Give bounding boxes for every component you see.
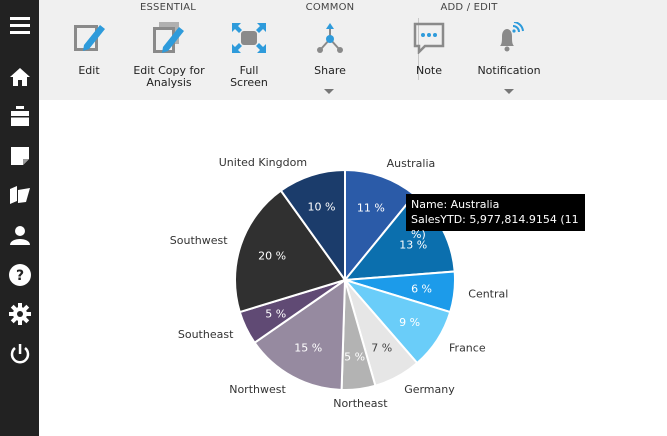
full-screen-label: Full Screen	[230, 64, 268, 89]
pie-percent-label-southeast: 5 %	[265, 308, 286, 321]
help-icon[interactable]: ?	[0, 258, 39, 292]
user-icon[interactable]	[0, 218, 39, 252]
pie-percent-label-germany: 7 %	[371, 342, 392, 355]
power-icon[interactable]	[0, 337, 39, 371]
edit-copy-icon	[149, 18, 189, 58]
tooltip-value: SalesYTD: 5,977,814.9154 (11 %)	[411, 213, 579, 241]
group-label-add-edit: ADD / EDIT	[440, 2, 498, 13]
folders-icon[interactable]	[0, 178, 39, 212]
pie-slice-northwest[interactable]	[253, 278, 347, 391]
edit-label: Edit	[78, 64, 100, 77]
sidebar: ?	[0, 0, 39, 436]
menu-icon[interactable]	[0, 8, 39, 42]
group-label-essential: ESSENTIAL	[139, 2, 197, 13]
notification-dropdown-caret-icon[interactable]	[504, 89, 514, 94]
full-screen-icon	[229, 18, 269, 58]
pie-category-label-southeast: Southeast	[178, 328, 234, 341]
notification-label: Notification	[477, 64, 541, 77]
pie-percent-label-central: 6 %	[411, 282, 432, 295]
pie-percent-label-australia: 11 %	[357, 201, 385, 214]
note-button[interactable]: Note	[409, 18, 449, 77]
notes-icon[interactable]	[0, 139, 39, 173]
pie-percent-label-canada: 13 %	[399, 238, 427, 251]
tooltip-name: Name: Australia	[411, 198, 500, 211]
pie-slice-united-kingdom[interactable]	[279, 168, 346, 284]
note-label: Note	[415, 64, 443, 77]
share-dropdown-caret-icon[interactable]	[324, 89, 334, 94]
pie-percent-label-northwest: 15 %	[294, 342, 322, 355]
pie-percent-label-southwest: 20 %	[258, 249, 286, 262]
notification-button[interactable]: Notification	[477, 18, 541, 77]
edit-button[interactable]: Edit	[67, 18, 111, 77]
pie-category-label-united-kingdom: United Kingdom	[219, 156, 307, 169]
share-label: Share	[314, 64, 346, 77]
settings-icon[interactable]	[0, 297, 39, 331]
pie-percent-label-france: 9 %	[399, 316, 420, 329]
pie-category-label-southwest: Southwest	[170, 234, 228, 247]
dashboards-icon[interactable]	[0, 99, 39, 133]
pie-category-label-australia: Australia	[387, 157, 436, 170]
edit-copy-button[interactable]: Edit Copy for Analysis	[131, 18, 207, 89]
pie-slice-southwest[interactable]	[234, 189, 347, 314]
home-icon[interactable]	[0, 60, 39, 94]
chart-tooltip: Name: Australia SalesYTD: 5,977,814.9154…	[406, 194, 585, 241]
pie-category-label-northwest: Northwest	[229, 383, 286, 396]
edit-pencil-icon	[69, 18, 109, 58]
svg-text:?: ?	[15, 268, 23, 284]
pie-category-label-central: Central	[468, 287, 508, 300]
pie-category-label-france: France	[449, 341, 486, 354]
group-label-common: COMMON	[305, 2, 355, 13]
bell-icon	[489, 18, 529, 58]
full-screen-button[interactable]: Full Screen	[219, 18, 279, 89]
share-icon	[310, 18, 350, 58]
share-button[interactable]: Share	[305, 18, 355, 77]
edit-copy-label: Edit Copy for Analysis	[133, 64, 205, 89]
toolbar: ESSENTIAL COMMON ADD / EDIT Edit Edit Co…	[39, 0, 667, 100]
pie-category-label-germany: Germany	[404, 383, 455, 396]
pie-slice-australia[interactable]	[344, 168, 416, 283]
note-icon	[409, 18, 449, 58]
pie-percent-label-northeast: 5 %	[344, 350, 365, 363]
pie-percent-label-united-kingdom: 10 %	[307, 201, 335, 214]
pie-category-label-northeast: Northeast	[333, 397, 388, 410]
